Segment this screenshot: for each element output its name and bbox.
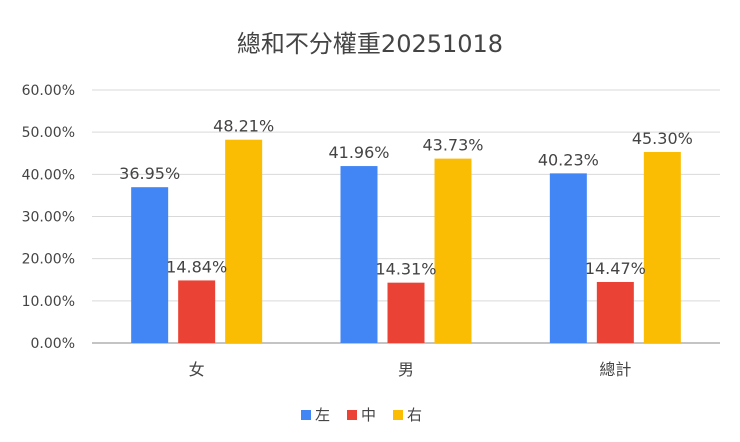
data-label: 14.31% — [375, 260, 436, 279]
chart-title: 總和不分權重20251018 — [237, 30, 503, 58]
y-axis-ticks: 0.00% 10.00% 20.00% 30.00% 40.00% 50.00% 60.00… — [22, 83, 75, 352]
data-label: 40.23% — [538, 150, 599, 169]
bar — [387, 282, 425, 343]
bar — [643, 151, 681, 343]
data-label: 45.30% — [632, 129, 693, 148]
bars — [131, 139, 681, 343]
y-tick-label: 30.00% — [22, 210, 75, 226]
bar — [225, 139, 263, 343]
y-tick-label: 20.00% — [22, 252, 75, 268]
y-tick-label: 50.00% — [22, 125, 75, 141]
x-category-label: 男 — [398, 360, 414, 379]
data-label: 48.21% — [213, 117, 274, 136]
bar — [549, 173, 587, 343]
y-tick-label: 40.00% — [22, 167, 75, 183]
bar — [434, 158, 472, 343]
bar — [178, 280, 216, 343]
bar — [340, 166, 378, 343]
legend-label: 右 — [407, 406, 422, 424]
data-label: 14.47% — [585, 259, 646, 278]
legend-swatch — [347, 410, 357, 420]
data-label: 14.84% — [166, 257, 227, 276]
x-category-label: 女 — [189, 360, 205, 379]
x-category-label: 總計 — [599, 360, 631, 379]
bar — [131, 187, 169, 343]
data-label: 43.73% — [422, 136, 483, 155]
data-label: 41.96% — [328, 143, 389, 162]
legend-label: 中 — [361, 406, 376, 424]
y-tick-label: 0.00% — [31, 336, 75, 352]
legend: 左中右 — [301, 406, 422, 424]
legend-swatch — [393, 410, 403, 420]
y-tick-label: 60.00% — [22, 83, 75, 99]
data-label: 36.95% — [119, 164, 180, 183]
legend-swatch — [301, 410, 311, 420]
legend-label: 左 — [315, 406, 330, 424]
bar — [596, 281, 634, 343]
y-tick-label: 10.00% — [22, 294, 75, 310]
data-labels: 36.95% 14.84% 48.21% 41.96% 14.31% 43.73% 40.2… — [119, 117, 693, 279]
x-axis-categories: 女 男 總計 — [189, 360, 632, 379]
